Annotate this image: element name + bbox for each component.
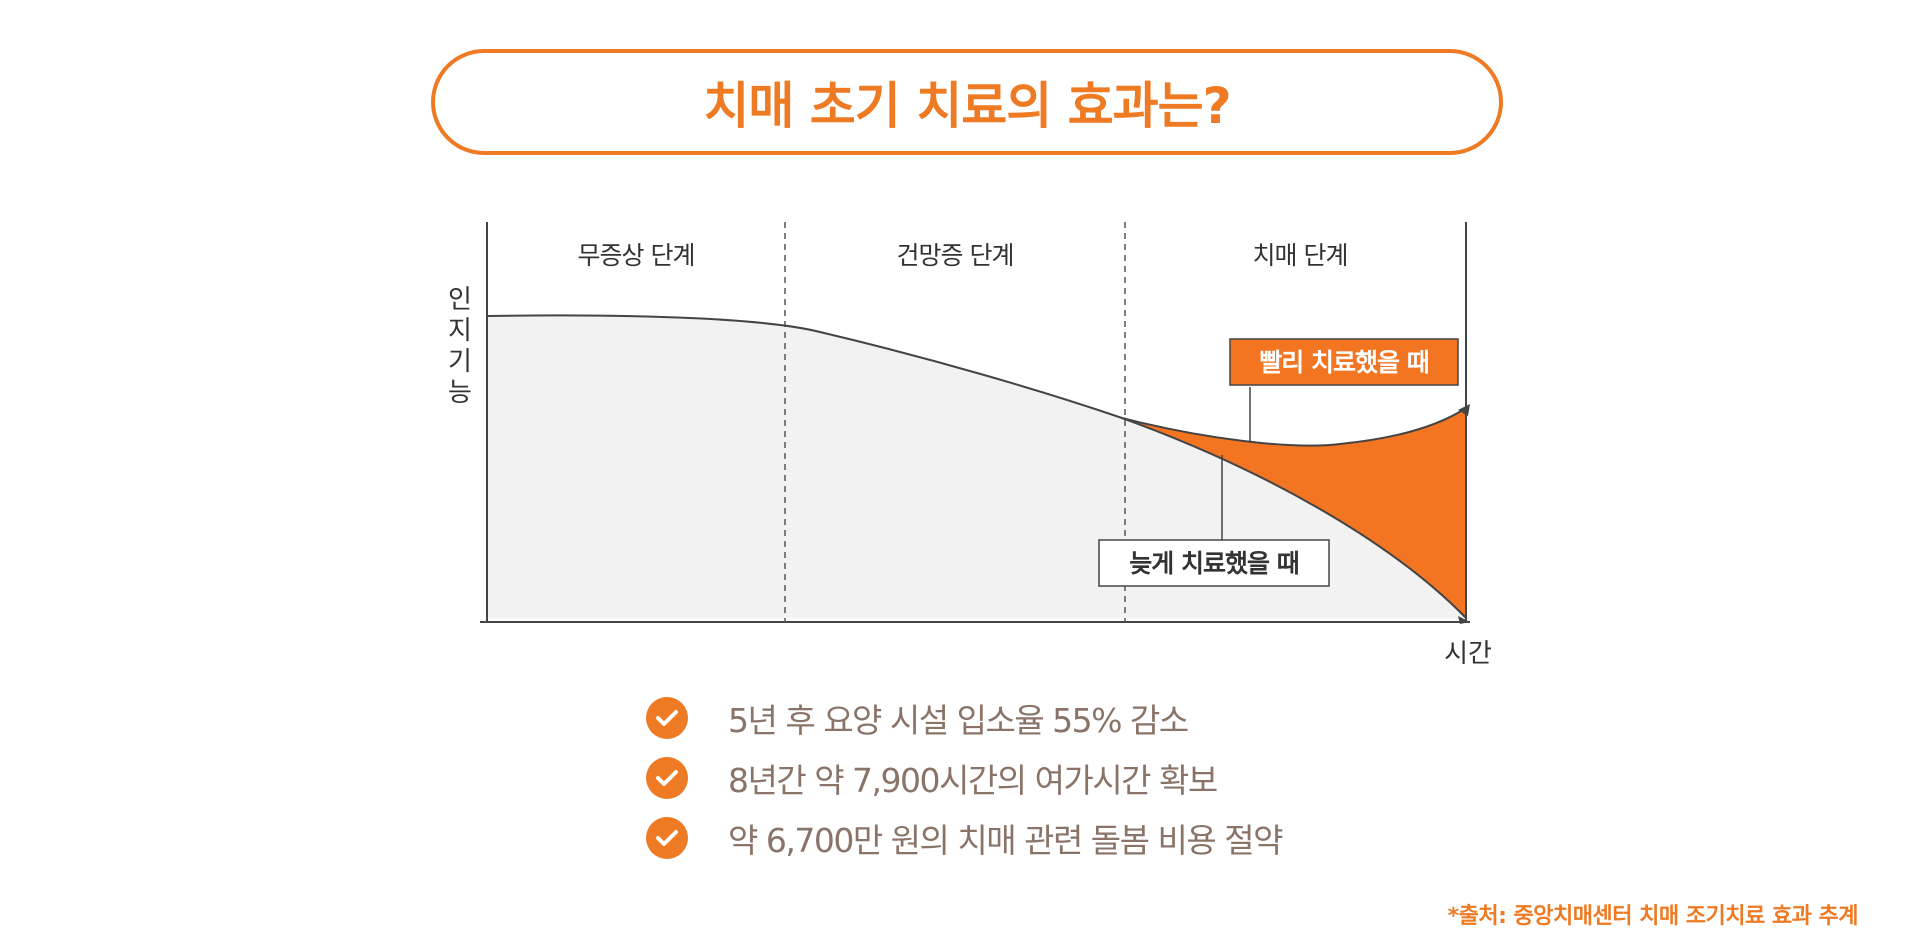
common-decline-line	[486, 314, 1123, 419]
y-axis-label-char: 지	[448, 316, 472, 346]
late-treatment-label: 늦게 치료했을 때	[1129, 549, 1298, 578]
source-note: *출처: 중앙치매센터 치매 조기치료 효과 추계	[1447, 904, 1859, 929]
early-treatment-label: 빨리 치료했을 때	[1259, 348, 1428, 377]
benefit-item: 5년 후 요양 시설 입소율 55% 감소	[646, 688, 1282, 748]
benefits-list: 5년 후 요양 시설 입소율 55% 감소 8년간 약 7,900시간의 여가시…	[646, 688, 1283, 868]
y-axis-label-char: 기	[448, 347, 472, 377]
early-line-arrowhead	[1458, 404, 1470, 416]
benefit-text: 8년간 약 7,900시간의 여가시간 확보	[728, 761, 1218, 800]
early-treatment-line	[1121, 407, 1467, 447]
phase-label-dementia: 치매 단계	[1253, 241, 1348, 270]
benefit-item: 약 6,700만 원의 치매 관련 돌봄 비용 절약	[646, 808, 1283, 868]
benefit-text: 약 6,700만 원의 치매 관련 돌봄 비용 절약	[728, 821, 1283, 860]
y-axis-label-char: 능	[448, 378, 472, 408]
phase-label-forgetfulness: 건망증 단계	[897, 241, 1014, 270]
late-treatment-line	[1121, 417, 1467, 619]
benefit-text: 5년 후 요양 시설 입소율 55% 감소	[728, 701, 1189, 740]
page-title: 치매 초기 치료의 효과는?	[703, 77, 1231, 135]
check-circle-icon	[646, 757, 688, 799]
late-line-arrowhead	[1458, 616, 1470, 624]
phase-label-asymptomatic: 무증상 단계	[578, 241, 695, 270]
y-axis-label-char: 인	[448, 285, 472, 315]
check-circle-icon	[646, 817, 688, 859]
x-axis-label: 시간	[1444, 639, 1492, 669]
treatment-gap-area	[1122, 408, 1466, 618]
title-banner: 치매 초기 치료의 효과는?	[431, 49, 1503, 155]
benefit-item: 8년간 약 7,900시간의 여가시간 확보	[646, 748, 1282, 808]
check-circle-icon	[646, 697, 688, 739]
early-callout-box	[1229, 338, 1459, 386]
late-callout-box	[1098, 539, 1330, 587]
